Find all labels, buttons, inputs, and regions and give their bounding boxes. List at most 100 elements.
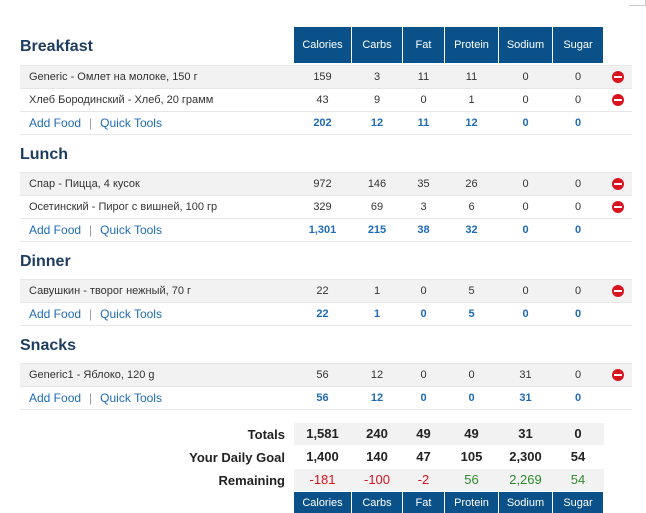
food-row[interactable]: Generic1 - Яблоко, 120 g 56 12 0 0 31 0 bbox=[20, 363, 632, 386]
sodium-value: 0 bbox=[522, 178, 529, 190]
fat-value: 0 bbox=[420, 94, 427, 106]
goal-carbs: 140 bbox=[366, 449, 388, 464]
sugar-value: 0 bbox=[574, 369, 582, 381]
total-sodium: 31 bbox=[518, 426, 533, 441]
sodium-value: 31 bbox=[519, 369, 532, 381]
meal-total-carbs: 12 bbox=[370, 392, 384, 404]
meal-total-sugar: 0 bbox=[574, 224, 582, 236]
meal-total-sugar: 0 bbox=[574, 117, 582, 129]
sugar-value: 0 bbox=[574, 178, 582, 190]
quick-tools-link[interactable]: Quick Tools bbox=[100, 391, 162, 405]
carbs-value: 1 bbox=[373, 285, 381, 297]
protein-value: 1 bbox=[468, 94, 475, 106]
fat-value: 0 bbox=[420, 369, 427, 381]
calories-value: 43 bbox=[316, 94, 329, 106]
food-row[interactable]: Савушкин - творог нежный, 70 г 22 1 0 5 … bbox=[20, 279, 632, 302]
carbs-value: 146 bbox=[367, 178, 387, 190]
delete-entry-icon[interactable] bbox=[612, 201, 624, 213]
sugar-value: 0 bbox=[574, 201, 582, 213]
carbs-value: 12 bbox=[370, 369, 384, 381]
meal-total-carbs: 215 bbox=[367, 224, 387, 236]
sodium-value: 0 bbox=[522, 94, 529, 106]
remaining-protein: 56 bbox=[464, 472, 479, 487]
col-header-protein: Protein bbox=[445, 27, 498, 63]
sodium-value: 0 bbox=[522, 201, 529, 213]
col-footer-fat: Fat bbox=[403, 492, 444, 513]
food-name[interactable]: Осетинский - Пирог с вишней, 100 гр bbox=[29, 201, 218, 213]
add-food-link[interactable]: Add Food bbox=[29, 307, 82, 321]
quick-tools-link[interactable]: Quick Tools bbox=[100, 116, 162, 130]
calories-value: 56 bbox=[316, 369, 329, 381]
protein-value: 6 bbox=[468, 201, 475, 213]
col-header-sodium: Sodium bbox=[499, 27, 552, 63]
protein-value: 5 bbox=[468, 285, 475, 297]
total-fat: 49 bbox=[416, 426, 431, 441]
col-footer-sodium: Sodium bbox=[499, 492, 552, 513]
total-calories: 1,581 bbox=[306, 426, 339, 441]
meal-footer-breakfast: Add Food | Quick Tools 202 12 11 12 0 0 bbox=[20, 111, 632, 135]
food-row[interactable]: Осетинский - Пирог с вишней, 100 гр 329 … bbox=[20, 195, 632, 218]
col-header-fat: Fat bbox=[403, 27, 444, 63]
food-row[interactable]: Хлеб Бородинский - Хлеб, 20 грамм 43 9 0… bbox=[20, 88, 632, 111]
food-row[interactable]: Спар - Пицца, 4 кусок 972 146 35 26 0 0 bbox=[20, 172, 632, 195]
col-footer-carbs: Carbs bbox=[352, 492, 402, 513]
sodium-value: 0 bbox=[522, 71, 529, 83]
total-protein: 49 bbox=[464, 426, 479, 441]
add-food-link[interactable]: Add Food bbox=[29, 116, 82, 130]
delete-entry-icon[interactable] bbox=[612, 178, 624, 190]
meal-title-lunch: Lunch bbox=[20, 146, 68, 163]
meal-links: Add Food | Quick Tools bbox=[29, 219, 162, 241]
meal-total-protein: 5 bbox=[468, 308, 475, 320]
sugar-value: 0 bbox=[574, 71, 582, 83]
food-row[interactable]: Generic - Омлет на молоке, 150 г 159 3 1… bbox=[20, 65, 632, 88]
meal-total-sugar: 0 bbox=[574, 308, 582, 320]
remaining-calories: -181 bbox=[309, 472, 336, 487]
link-separator: | bbox=[89, 223, 93, 237]
quick-tools-link[interactable]: Quick Tools bbox=[100, 223, 162, 237]
goal-sodium: 2,300 bbox=[509, 449, 542, 464]
daily-goal-label: Your Daily Goal bbox=[189, 450, 285, 465]
meal-total-sodium: 31 bbox=[519, 392, 532, 404]
col-header-calories: Calories bbox=[294, 27, 351, 63]
fat-value: 0 bbox=[420, 285, 427, 297]
meal-total-calories: 22 bbox=[316, 308, 329, 320]
calories-value: 329 bbox=[313, 201, 332, 213]
remaining-carbs: -100 bbox=[363, 472, 391, 487]
food-name[interactable]: Generic1 - Яблоко, 120 g bbox=[29, 369, 155, 381]
sodium-value: 0 bbox=[522, 285, 529, 297]
delete-entry-icon[interactable] bbox=[612, 369, 624, 381]
quick-tools-link[interactable]: Quick Tools bbox=[100, 307, 162, 321]
meal-total-sodium: 0 bbox=[522, 117, 529, 129]
food-name[interactable]: Спар - Пицца, 4 кусок bbox=[29, 178, 140, 190]
total-carbs: 240 bbox=[366, 426, 388, 441]
carbs-value: 3 bbox=[373, 71, 381, 83]
food-name[interactable]: Хлеб Бородинский - Хлеб, 20 грамм bbox=[29, 94, 214, 106]
link-separator: | bbox=[89, 307, 93, 321]
meal-total-protein: 0 bbox=[468, 392, 475, 404]
remaining-label: Remaining bbox=[218, 473, 285, 488]
protein-value: 26 bbox=[465, 178, 478, 190]
add-food-link[interactable]: Add Food bbox=[29, 391, 82, 405]
meal-footer-snacks: Add Food | Quick Tools 56 12 0 0 31 0 bbox=[20, 386, 632, 410]
meal-total-sugar: 0 bbox=[574, 392, 582, 404]
meal-total-fat: 11 bbox=[417, 117, 430, 129]
meal-total-calories: 202 bbox=[313, 117, 332, 129]
col-header-carbs: Carbs bbox=[352, 27, 402, 63]
col-footer-sugar: Sugar bbox=[553, 492, 603, 513]
delete-entry-icon[interactable] bbox=[612, 94, 624, 106]
col-header-sugar: Sugar bbox=[553, 27, 603, 63]
food-name[interactable]: Generic - Омлет на молоке, 150 г bbox=[29, 71, 198, 83]
totals-row-bg bbox=[294, 423, 604, 445]
food-name[interactable]: Савушкин - творог нежный, 70 г bbox=[29, 285, 192, 297]
goal-protein: 105 bbox=[460, 449, 483, 464]
meal-footer-dinner: Add Food | Quick Tools 22 1 0 5 0 0 bbox=[20, 302, 632, 326]
goal-sugar: 54 bbox=[570, 449, 586, 464]
fat-value: 11 bbox=[417, 71, 430, 83]
goal-fat: 47 bbox=[416, 449, 431, 464]
meal-total-protein: 12 bbox=[465, 117, 478, 129]
add-food-link[interactable]: Add Food bbox=[29, 223, 82, 237]
protein-value: 11 bbox=[465, 71, 478, 83]
delete-entry-icon[interactable] bbox=[612, 71, 624, 83]
meal-links: Add Food | Quick Tools bbox=[29, 112, 162, 134]
delete-entry-icon[interactable] bbox=[612, 285, 624, 297]
